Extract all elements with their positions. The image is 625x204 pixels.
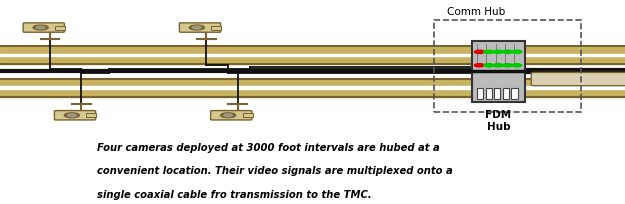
Circle shape (224, 114, 232, 117)
Circle shape (36, 26, 45, 29)
Circle shape (192, 26, 201, 29)
Bar (55, 26, 65, 30)
Circle shape (474, 64, 484, 67)
Bar (511, 88, 518, 99)
Bar (434, 20, 581, 112)
Text: Four cameras deployed at 3000 foot intervals are hubed at a: Four cameras deployed at 3000 foot inter… (97, 143, 439, 153)
Text: FDM
Hub: FDM Hub (486, 110, 511, 132)
Circle shape (503, 64, 512, 67)
Circle shape (484, 64, 494, 67)
Bar (86, 113, 96, 117)
Circle shape (493, 50, 503, 53)
Text: Comm Hub: Comm Hub (447, 7, 505, 17)
Text: convenient location. Their video signals are multiplexed onto a: convenient location. Their video signals… (97, 166, 452, 176)
FancyBboxPatch shape (179, 23, 221, 32)
Bar (211, 26, 221, 30)
Text: single coaxial cable fro transmission to the TMC.: single coaxial cable fro transmission to… (97, 190, 371, 200)
Circle shape (512, 50, 522, 53)
Circle shape (189, 25, 204, 30)
Circle shape (68, 114, 76, 117)
Circle shape (493, 64, 503, 67)
Bar (242, 113, 252, 117)
Circle shape (474, 50, 484, 53)
Bar (477, 88, 483, 99)
Bar (503, 88, 509, 99)
Circle shape (64, 113, 79, 118)
Bar (472, 41, 525, 102)
Circle shape (503, 50, 512, 53)
Circle shape (221, 113, 236, 118)
FancyBboxPatch shape (531, 72, 625, 86)
Circle shape (484, 50, 494, 53)
FancyBboxPatch shape (211, 111, 252, 120)
Circle shape (33, 25, 48, 30)
Bar (486, 88, 492, 99)
FancyBboxPatch shape (23, 23, 64, 32)
Bar (494, 88, 500, 99)
Circle shape (512, 64, 522, 67)
FancyBboxPatch shape (54, 111, 96, 120)
